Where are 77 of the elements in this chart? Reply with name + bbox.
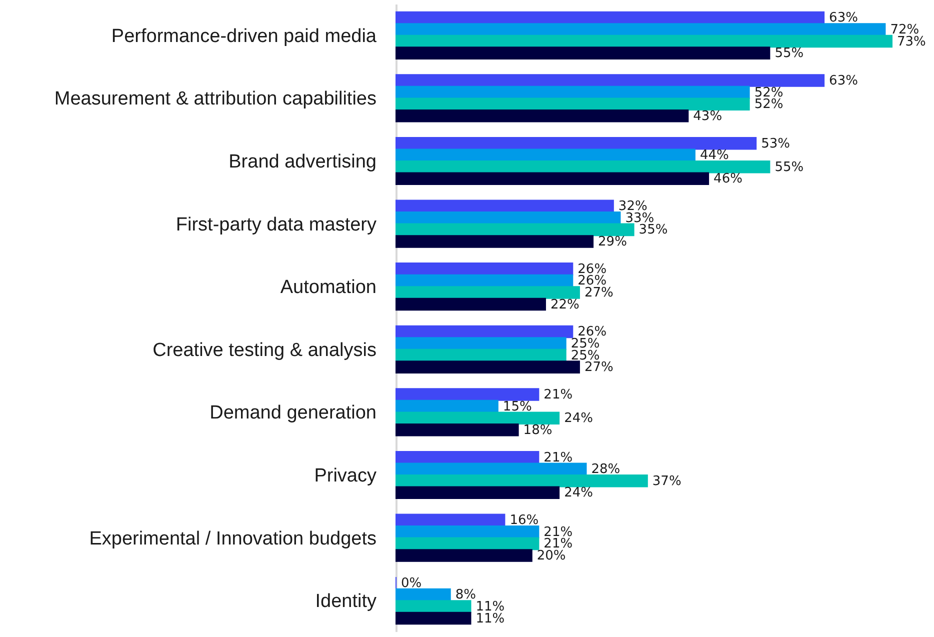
bar	[396, 11, 825, 24]
y-tick-label: Identity	[315, 591, 377, 612]
data-label: 52%	[754, 97, 784, 112]
bar	[396, 474, 648, 488]
data-label: 24%	[564, 486, 593, 501]
bar	[396, 200, 614, 213]
data-label: 53%	[761, 136, 790, 152]
bar	[396, 588, 451, 602]
bar	[396, 514, 506, 527]
bar	[396, 286, 580, 299]
bar	[396, 274, 574, 288]
data-label: 35%	[638, 222, 668, 238]
data-label: 18%	[523, 422, 552, 438]
bar	[396, 600, 472, 613]
bar	[396, 148, 696, 162]
bar	[396, 212, 621, 224]
bar	[396, 337, 566, 350]
data-label: 37%	[652, 474, 682, 489]
bar	[396, 526, 540, 538]
bar	[396, 388, 540, 401]
data-label: 27%	[584, 285, 614, 300]
y-tick-label: Automation	[280, 277, 376, 298]
bar	[396, 462, 587, 476]
data-label: 29%	[598, 234, 627, 250]
y-tick-label: Experimental / Innovation budgets	[89, 528, 376, 550]
bar	[396, 172, 710, 186]
y-tick-label: Privacy	[314, 466, 377, 486]
data-label: 24%	[564, 411, 593, 426]
data-label: 63%	[829, 10, 858, 26]
data-label: 22%	[550, 297, 580, 312]
bar	[396, 325, 574, 338]
data-label: 16%	[510, 513, 539, 528]
data-label: 20%	[536, 548, 566, 564]
bar	[396, 46, 770, 60]
bar	[396, 235, 594, 248]
y-tick-label: Demand generation	[210, 402, 376, 424]
data-label: 55%	[774, 46, 804, 62]
bar	[396, 412, 560, 424]
bar	[396, 486, 560, 500]
data-label: 28%	[591, 462, 620, 478]
bar	[396, 450, 540, 464]
y-tick-label: Brand advertising	[228, 152, 376, 172]
data-label: 21%	[544, 450, 573, 466]
data-label: 55%	[774, 160, 804, 175]
y-tick-label: Measurement & attribution capabilities	[54, 88, 376, 110]
bar	[396, 298, 546, 311]
y-tick-label: First-party data mastery	[176, 214, 377, 236]
bar	[396, 23, 886, 36]
bar	[396, 262, 574, 276]
bar	[396, 423, 519, 436]
data-label: 43%	[693, 108, 722, 124]
data-label: 44%	[700, 148, 729, 164]
bar	[396, 136, 757, 150]
bar	[396, 360, 580, 374]
y-tick-label: Performance-driven paid media	[111, 26, 377, 47]
data-label: 15%	[502, 399, 532, 414]
bar	[396, 34, 892, 48]
data-label: 0%	[401, 576, 422, 591]
bar	[396, 537, 540, 550]
y-tick-label: Creative testing & analysis	[152, 340, 376, 361]
bar	[396, 223, 634, 236]
bar	[396, 160, 770, 174]
bar	[396, 612, 472, 625]
data-label: 73%	[897, 34, 926, 50]
bar	[396, 549, 532, 562]
data-label: 27%	[584, 360, 614, 376]
data-label: 21%	[544, 388, 573, 403]
data-label: 63%	[829, 74, 858, 89]
bar	[396, 400, 498, 413]
bar	[396, 86, 750, 99]
bar	[396, 348, 566, 362]
data-label: 11%	[476, 611, 505, 626]
data-label: 46%	[714, 172, 742, 187]
bar	[396, 74, 825, 87]
data-label: 8%	[455, 588, 476, 603]
bar	[396, 98, 750, 110]
bar	[396, 109, 689, 122]
